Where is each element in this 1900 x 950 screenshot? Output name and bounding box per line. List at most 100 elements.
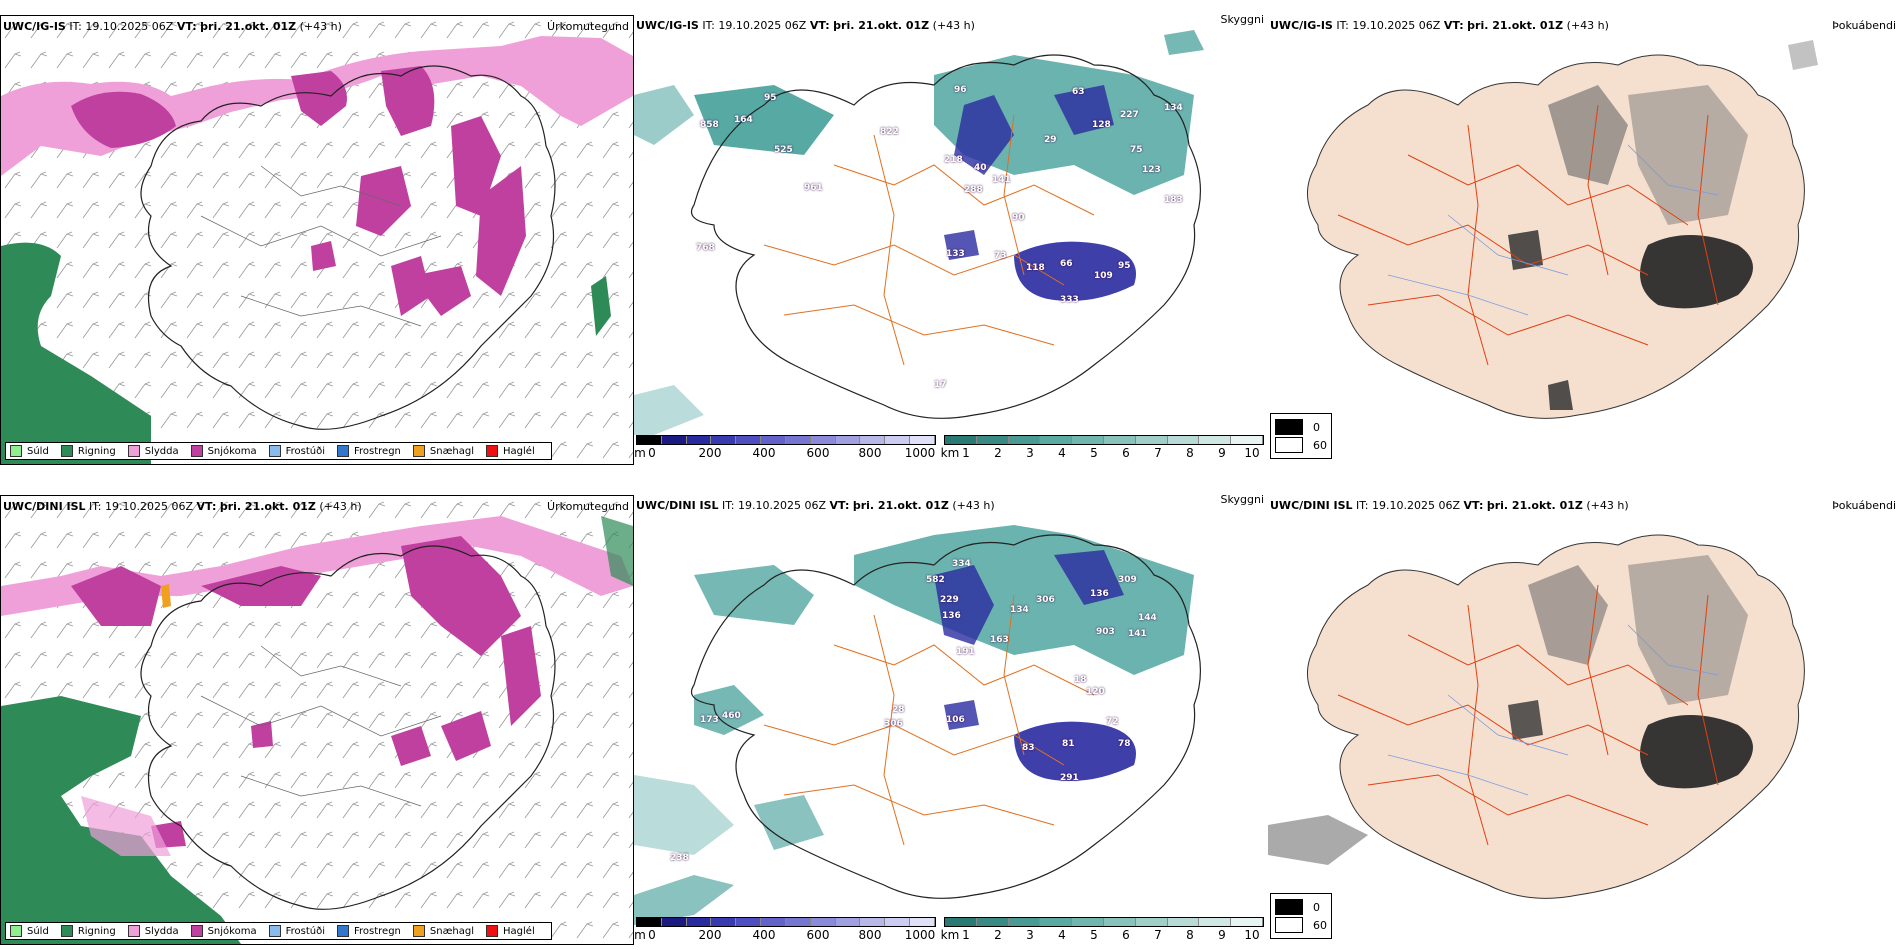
- fog-field-ig: [1307, 40, 1818, 419]
- cloud-value-label: 141: [1128, 629, 1147, 639]
- colorbar-tick: 6: [1122, 928, 1130, 942]
- colorbar-km-dini: km 1 2 3 4 5 6 7 8 9 10: [940, 917, 1264, 942]
- cloud-value-label: 163: [990, 635, 1009, 645]
- precip-title-ig: Úrkomutegund: [547, 20, 629, 33]
- legend-freezing-drizzle: Frostúði: [268, 925, 325, 937]
- precip-title-dini: Úrkomutegund: [547, 500, 629, 513]
- colorbar-tick: 3: [1026, 928, 1034, 942]
- cloud-value-label: 961: [804, 183, 823, 193]
- cloud-value-label: 134: [1164, 103, 1183, 113]
- precip-field-dini: [1, 496, 633, 944]
- cloud-value-label: 72: [1106, 717, 1119, 727]
- colorbar-unit: km: [940, 928, 960, 942]
- cloud-value-label: 123: [1142, 165, 1161, 175]
- colorbar-tick: 200: [698, 446, 722, 460]
- cloud-value-label: 291: [1060, 773, 1079, 783]
- cloud-value-label: 28: [892, 705, 905, 715]
- legend-snow-pellets: Snæhagl: [412, 445, 474, 457]
- colorbar-tick: 10: [1244, 928, 1260, 942]
- legend-freezing-rain: Frostregn: [337, 445, 401, 457]
- cloud-value-label: 95: [764, 93, 777, 103]
- colorbar-tick: 400: [752, 446, 776, 460]
- cloud-value-label: 66: [1060, 259, 1073, 269]
- colorbar-tick: 3: [1026, 446, 1034, 460]
- cloud-value-label: 136: [942, 611, 961, 621]
- colorbar-tick: 1: [962, 446, 970, 460]
- cloud-header-ig: UWC/IG-IS IT: 19.10.2025 06Z VT: þri. 21…: [636, 19, 975, 32]
- cloud-value-label: 18: [1074, 675, 1087, 685]
- colorbar-tick: 6: [1122, 446, 1130, 460]
- colorbar-m-ig: m 0 200 400 600 800 1000: [634, 435, 936, 460]
- cloud-value-label: 106: [946, 715, 965, 725]
- cloud-value-label: 29: [1044, 135, 1057, 145]
- colorbar-unit: m: [634, 446, 646, 460]
- colorbar-m-dini: m 0 200 400 600 800 1000: [634, 917, 936, 942]
- fog-legend-ig: 0 60: [1270, 413, 1332, 459]
- legend-snow-pellets: Snæhagl: [412, 925, 474, 937]
- cloud-value-label: 81: [1062, 739, 1075, 749]
- cloud-value-label: 822: [880, 127, 899, 137]
- cloud-value-label: 334: [952, 559, 971, 569]
- cloud-value-label: 227: [1120, 110, 1139, 120]
- fog-map-ig: UWC/IG-IS IT: 19.10.2025 06Z VT: þri. 21…: [1268, 15, 1900, 463]
- cloud-field-dini: [634, 525, 1201, 925]
- cloud-value-label: 306: [884, 719, 903, 729]
- cloud-value-label: 83: [1022, 743, 1035, 753]
- legend-sleet: Slydda: [127, 445, 179, 457]
- precip-map-ig: UWC/IG-IS IT: 19.10.2025 06Z VT: þri. 21…: [0, 15, 634, 465]
- cloud-value-label: 858: [700, 120, 719, 130]
- colorbar-tick: 2: [994, 446, 1002, 460]
- cloud-value-label: 109: [1094, 271, 1113, 281]
- fog-header-ig: UWC/IG-IS IT: 19.10.2025 06Z VT: þri. 21…: [1270, 19, 1609, 32]
- cloud-value-label: 78: [1118, 739, 1131, 749]
- cloud-value-label: 309: [1118, 575, 1137, 585]
- colorbar-tick: 5: [1090, 446, 1098, 460]
- cloud-value-label: 333: [1060, 295, 1079, 305]
- legend-freezing-rain: Frostregn: [337, 925, 401, 937]
- colorbar-unit: km: [940, 446, 960, 460]
- fog-header-dini: UWC/DINI ISL IT: 19.10.2025 06Z VT: þri.…: [1270, 499, 1629, 512]
- cloud-value-label: 136: [1090, 589, 1109, 599]
- cloud-value-label: 460: [722, 711, 741, 721]
- colorbar-unit: m: [634, 928, 646, 942]
- cloud-map-ig: UWC/IG-IS IT: 19.10.2025 06Z VT: þri. 21…: [634, 15, 1266, 463]
- colorbar-tick: 1000: [904, 928, 936, 942]
- cloud-value-label: 133: [946, 249, 965, 259]
- colorbar-tick: 2: [994, 928, 1002, 942]
- colorbar-tick: 200: [698, 928, 722, 942]
- colorbar-tick: 10: [1244, 446, 1260, 460]
- fog-title-ig: Þokuábendi: [1832, 19, 1896, 32]
- colorbar-tick: 600: [806, 446, 830, 460]
- precip-header-dini: UWC/DINI ISL IT: 19.10.2025 06Z VT: þri.…: [3, 500, 362, 513]
- colorbar-tick: 4: [1058, 928, 1066, 942]
- colorbar-tick: 9: [1218, 446, 1226, 460]
- precip-legend-dini: Súld Rigning Slydda Snjókoma Frostúði Fr…: [5, 922, 552, 940]
- cloud-value-label: 218: [944, 155, 963, 165]
- colorbar-tick: 7: [1154, 446, 1162, 460]
- cloud-value-label: 183: [1164, 195, 1183, 205]
- legend-snow: Snjókoma: [190, 445, 257, 457]
- cloud-value-label: 582: [926, 575, 945, 585]
- colorbar-tick: 800: [858, 928, 882, 942]
- cloud-value-label: 120: [1086, 687, 1105, 697]
- legend-freezing-drizzle: Frostúði: [268, 445, 325, 457]
- fog-legend-dini: 0 60: [1270, 893, 1332, 939]
- cloud-map-dini: UWC/DINI ISL IT: 19.10.2025 06Z VT: þri.…: [634, 495, 1266, 943]
- legend-drizzle: Súld: [10, 925, 49, 937]
- cloud-value-label: 96: [954, 85, 967, 95]
- colorbar-tick: 800: [858, 446, 882, 460]
- cloud-value-label: 128: [1092, 120, 1111, 130]
- legend-hail: Haglél: [486, 925, 535, 937]
- colorbar-tick: 8: [1186, 928, 1194, 942]
- cloud-value-label: 141: [992, 175, 1011, 185]
- cloud-value-label: 525: [774, 145, 793, 155]
- cloud-value-label: 90: [1012, 213, 1025, 223]
- cloud-value-label: 144: [1138, 613, 1157, 623]
- cloud-value-label: 164: [734, 115, 753, 125]
- legend-rain: Rigning: [60, 445, 116, 457]
- cloud-value-label: 134: [1010, 605, 1029, 615]
- cloud-value-label: 40: [974, 163, 987, 173]
- colorbar-tick: 9: [1218, 928, 1226, 942]
- colorbar-tick: 600: [806, 928, 830, 942]
- precip-legend-ig: Súld Rigning Slydda Snjókoma Frostúði Fr…: [5, 442, 552, 460]
